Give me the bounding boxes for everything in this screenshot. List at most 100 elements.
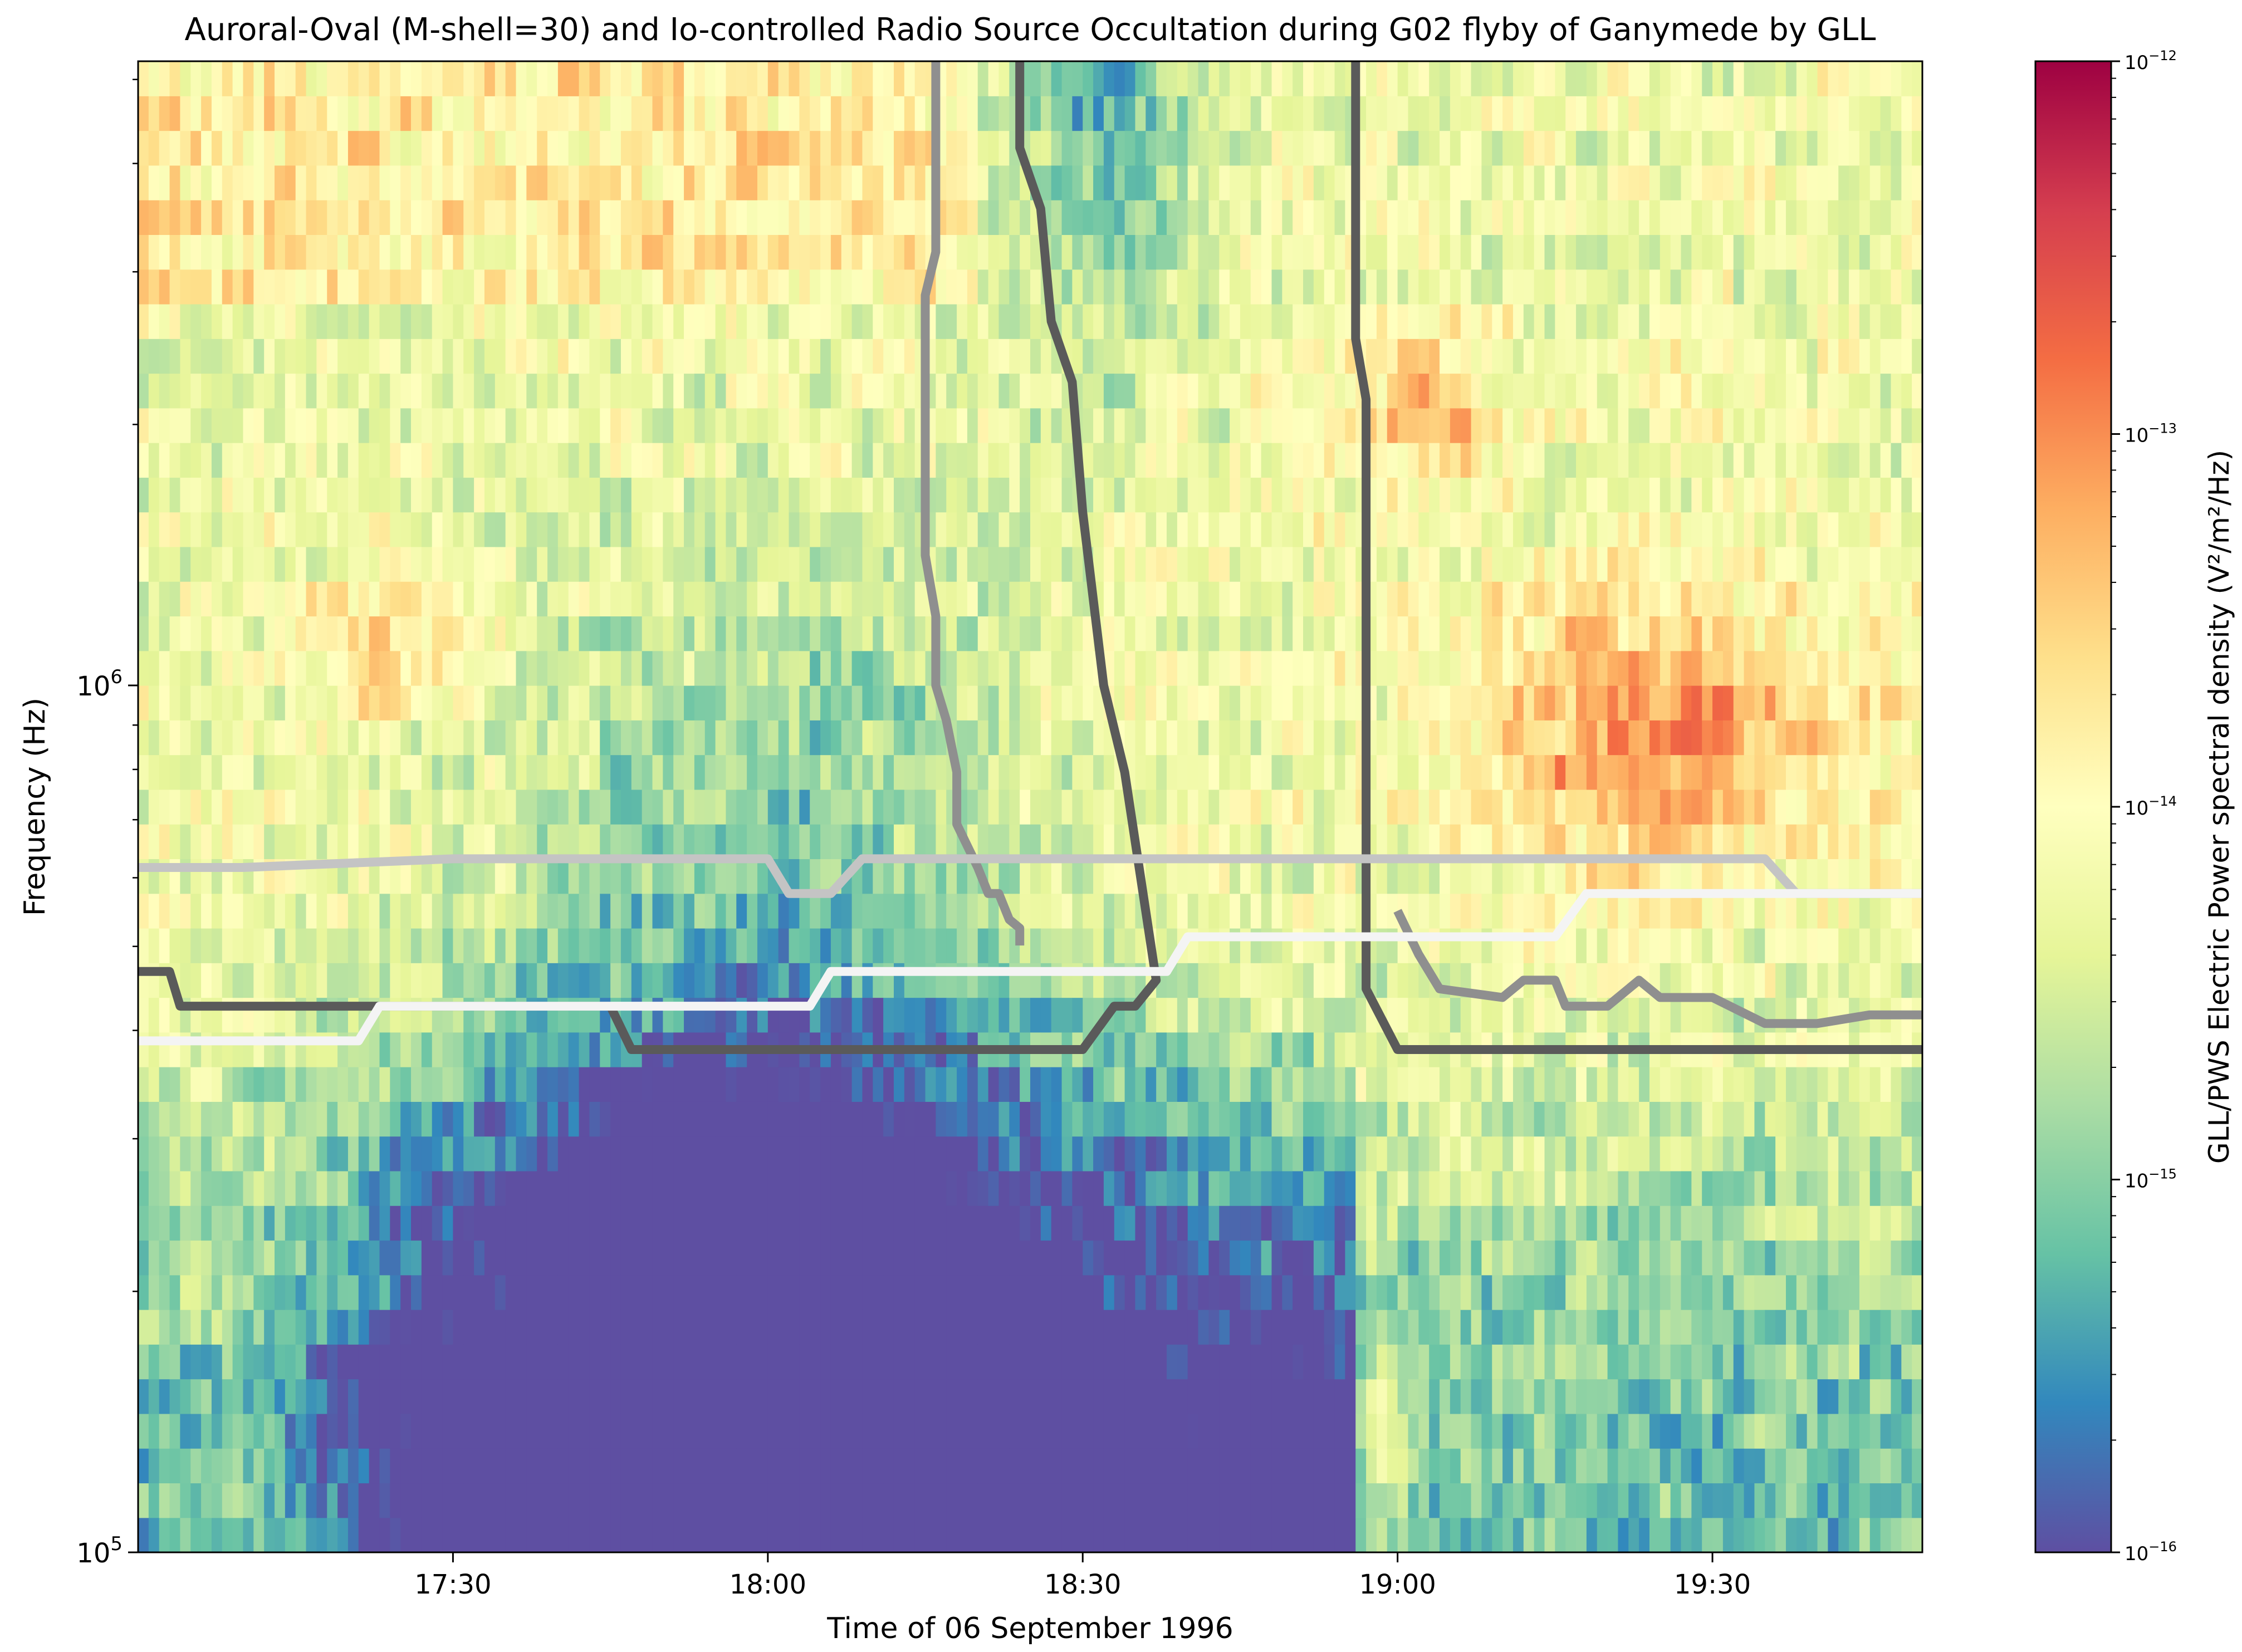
heatmap-cell	[1135, 408, 1146, 443]
heatmap-cell	[767, 1310, 779, 1345]
heatmap-cell	[1030, 130, 1041, 166]
heatmap-cell	[810, 789, 821, 825]
heatmap-cell	[411, 408, 422, 443]
heatmap-cell	[778, 963, 790, 998]
heatmap-cell	[211, 96, 223, 131]
heatmap-cell	[148, 616, 160, 651]
heatmap-cell	[201, 685, 212, 720]
heatmap-cell	[1324, 1205, 1335, 1241]
heatmap-cell	[243, 165, 254, 200]
heatmap-cell	[222, 96, 233, 131]
heatmap-cell	[893, 581, 905, 617]
heatmap-cell	[1093, 269, 1104, 305]
heatmap-cell	[474, 1170, 485, 1206]
heatmap-cell	[547, 1240, 559, 1276]
heatmap-cell	[1009, 1067, 1020, 1102]
heatmap-cell	[789, 789, 800, 825]
heatmap-cell	[747, 1136, 758, 1171]
heatmap-cell	[295, 1101, 307, 1137]
heatmap-cell	[232, 1344, 244, 1380]
heatmap-cell	[400, 408, 412, 443]
heatmap-cell	[631, 1067, 643, 1102]
heatmap-cell	[432, 789, 443, 825]
heatmap-cell	[159, 824, 170, 860]
heatmap-cell	[1040, 1448, 1052, 1484]
heatmap-cell	[988, 616, 1000, 651]
heatmap-cell	[316, 789, 327, 825]
heatmap-cell	[1156, 893, 1167, 929]
heatmap-cell	[883, 859, 894, 894]
heatmap-cell	[726, 581, 737, 617]
heatmap-cell	[684, 1413, 695, 1449]
heatmap-cell	[180, 1483, 191, 1518]
heatmap-cell	[1219, 234, 1230, 270]
heatmap-cell	[526, 859, 537, 894]
heatmap-cell	[998, 1170, 1010, 1206]
heatmap-cell	[684, 1170, 695, 1206]
heatmap-cell	[285, 928, 296, 963]
heatmap-cell	[1208, 1205, 1220, 1241]
heatmap-cell	[904, 893, 916, 929]
heatmap-cell	[1156, 928, 1167, 963]
heatmap-cell	[851, 269, 863, 305]
heatmap-cell	[715, 512, 727, 547]
heatmap-cell	[516, 200, 527, 235]
heatmap-cell	[904, 1136, 916, 1171]
heatmap-cell	[306, 130, 317, 166]
heatmap-cell	[568, 1205, 580, 1241]
heatmap-cell	[337, 789, 349, 825]
heatmap-cell	[977, 1379, 989, 1414]
heatmap-cell	[190, 789, 202, 825]
heatmap-cell	[936, 859, 947, 894]
heatmap-cell	[652, 200, 663, 235]
heatmap-cell	[726, 685, 737, 720]
heatmap-cell	[610, 1101, 621, 1137]
heatmap-cell	[526, 1136, 537, 1171]
heatmap-cell	[453, 512, 464, 547]
heatmap-cell	[495, 1101, 506, 1137]
heatmap-cell	[1061, 1517, 1073, 1552]
heatmap-cell	[1103, 477, 1115, 513]
heatmap-cell	[589, 1170, 600, 1206]
heatmap-cell	[379, 581, 390, 617]
heatmap-cell	[568, 165, 580, 200]
heatmap-cell	[390, 581, 401, 617]
heatmap-cell	[306, 373, 317, 409]
heatmap-cell	[799, 443, 810, 478]
heatmap-cell	[369, 1101, 380, 1137]
heatmap-cell	[1345, 893, 1356, 929]
heatmap-cell	[1167, 546, 1178, 582]
heatmap-cell	[851, 1344, 863, 1380]
heatmap-cell	[757, 546, 768, 582]
heatmap-cell	[684, 546, 695, 582]
heatmap-cell	[1051, 512, 1063, 547]
heatmap-cell	[967, 477, 978, 513]
heatmap-cell	[1020, 824, 1031, 860]
heatmap-cell	[442, 1413, 454, 1449]
heatmap-cell	[904, 616, 916, 651]
heatmap-cell	[568, 824, 580, 860]
heatmap-cell	[275, 616, 286, 651]
heatmap-cell	[715, 650, 727, 686]
heatmap-cell	[169, 477, 180, 513]
heatmap-cell	[841, 165, 853, 200]
heatmap-cell	[190, 581, 202, 617]
heatmap-cell	[1083, 200, 1094, 235]
heatmap-cell	[190, 303, 202, 339]
heatmap-cell	[1271, 269, 1282, 305]
heatmap-cell	[306, 269, 317, 305]
heatmap-cell	[1230, 1483, 1241, 1518]
heatmap-cell	[620, 165, 632, 200]
heatmap-cell	[767, 408, 779, 443]
heatmap-cell	[442, 1310, 454, 1345]
heatmap-cell	[337, 893, 349, 929]
heatmap-cell	[1167, 1067, 1178, 1102]
heatmap-cell	[1009, 1136, 1020, 1171]
heatmap-cell	[474, 1379, 485, 1414]
heatmap-cell	[557, 1379, 569, 1414]
heatmap-cell	[998, 754, 1010, 790]
heatmap-cell	[180, 1274, 191, 1310]
heatmap-cell	[526, 1413, 537, 1449]
heatmap-cell	[232, 650, 244, 686]
heatmap-cell	[148, 1379, 160, 1414]
